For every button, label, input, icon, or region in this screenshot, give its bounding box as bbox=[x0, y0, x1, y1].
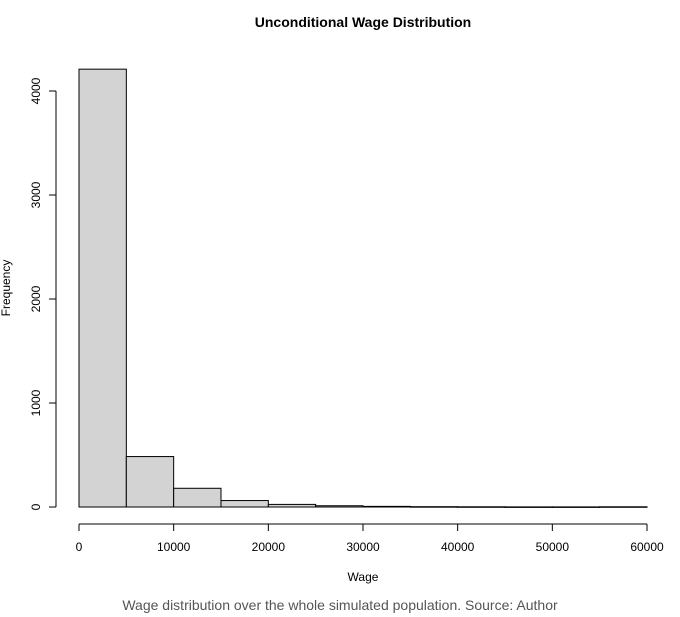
x-axis-label: Wage bbox=[348, 570, 379, 584]
histogram-bar-11 bbox=[599, 506, 648, 508]
x-tick-label-3: 30000 bbox=[346, 540, 380, 554]
histogram-bars bbox=[78, 68, 648, 508]
histogram-bar-5 bbox=[315, 505, 364, 508]
chart-title: Unconditional Wage Distribution bbox=[255, 14, 471, 30]
figure-caption: Wage distribution over the whole simulat… bbox=[122, 597, 558, 613]
y-tick-label-0: 0 bbox=[29, 503, 43, 510]
x-tick-label-0: 0 bbox=[76, 540, 83, 554]
histogram-bar-4 bbox=[267, 503, 317, 508]
y-axis: 0 1000 2000 3000 4000 bbox=[29, 77, 57, 510]
x-tick-label-1: 10000 bbox=[157, 540, 191, 554]
y-tick-label-4: 4000 bbox=[29, 77, 43, 104]
histogram-bar-7 bbox=[409, 506, 459, 508]
histogram-bar-3 bbox=[220, 500, 269, 508]
histogram-bar-6 bbox=[362, 505, 411, 508]
histogram-bar-2 bbox=[173, 487, 222, 508]
histogram-bar-9 bbox=[504, 506, 553, 508]
y-tick-label-3: 3000 bbox=[29, 181, 43, 208]
histogram-bar-1 bbox=[125, 456, 175, 508]
y-tick-label-2: 2000 bbox=[29, 285, 43, 312]
histogram-bar-0 bbox=[78, 68, 127, 508]
x-axis: 0 10000 20000 30000 40000 50000 60000 bbox=[76, 523, 664, 554]
histogram-bar-10 bbox=[551, 506, 601, 508]
y-axis-label: Frequency bbox=[0, 260, 13, 317]
x-tick-label-6: 60000 bbox=[630, 540, 664, 554]
y-tick-label-1: 1000 bbox=[29, 389, 43, 416]
x-tick-label-4: 40000 bbox=[441, 540, 475, 554]
histogram-bar-8 bbox=[457, 506, 506, 508]
x-tick-label-2: 20000 bbox=[252, 540, 286, 554]
x-tick-label-5: 50000 bbox=[536, 540, 570, 554]
